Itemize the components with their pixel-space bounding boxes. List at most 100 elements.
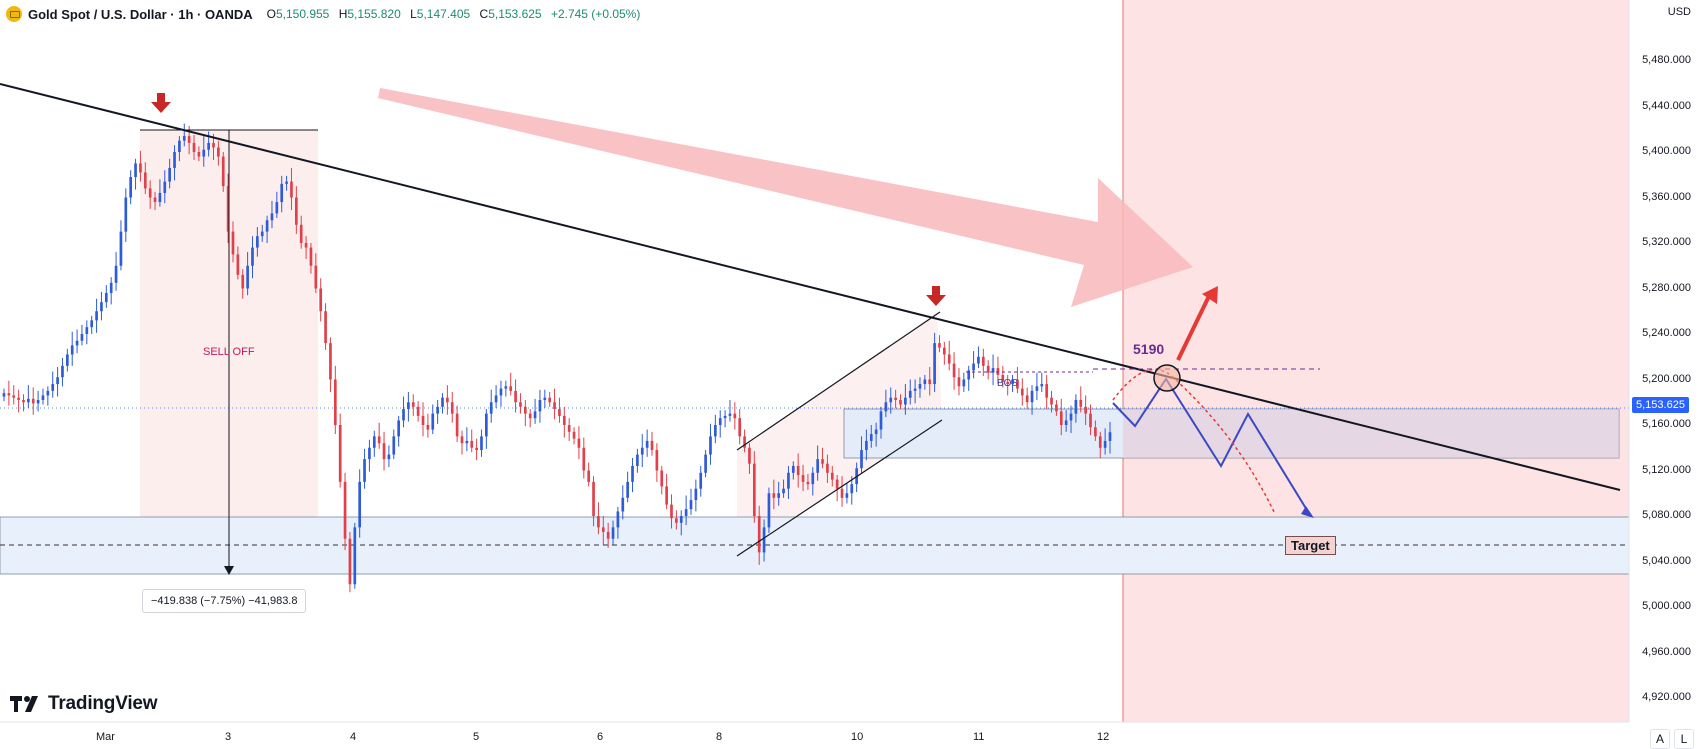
candle-body [309, 247, 313, 266]
candle-body [1016, 379, 1019, 389]
candle-body [499, 388, 503, 396]
candle-body [884, 402, 888, 412]
candle-body [475, 447, 478, 451]
price-tick: 5,280.000 [1642, 281, 1691, 294]
candle-body [36, 399, 40, 404]
candle-body [1064, 420, 1068, 425]
candle-body [446, 397, 449, 403]
target-label: Target [1285, 536, 1336, 555]
log-scale-button[interactable]: L [1674, 729, 1694, 749]
tradingview-logo[interactable]: TradingView [10, 693, 158, 715]
candle-body [231, 231, 235, 255]
candle-body [962, 379, 966, 387]
candle-body [455, 413, 459, 437]
auto-scale-button[interactable]: A [1650, 729, 1670, 749]
candle-body [626, 481, 629, 498]
close-value: 5,153.625 [488, 7, 542, 21]
candle-body [65, 354, 69, 366]
time-tick: 11 [973, 731, 985, 743]
candle-body [1045, 384, 1049, 398]
future-zone [1123, 0, 1629, 722]
high-value: 5,155.820 [347, 7, 401, 21]
candle-body [85, 327, 89, 334]
candle-body [640, 447, 644, 455]
currency-label[interactable]: USD [1667, 6, 1691, 18]
candle-body [256, 236, 259, 248]
candle-body [324, 311, 327, 344]
candle-body [265, 220, 269, 232]
candle-body [558, 409, 561, 416]
candle-body [246, 265, 249, 289]
low-label: L [410, 7, 417, 21]
price-tick: 4,960.000 [1642, 645, 1691, 658]
retest-circle [1153, 364, 1181, 392]
open-value: 5,150.955 [275, 7, 330, 21]
candle-body [1025, 395, 1029, 403]
candle-body [411, 402, 415, 407]
price-tick: 5,160.000 [1642, 418, 1691, 430]
candle-body [377, 436, 381, 444]
candle-body [650, 440, 654, 451]
candle-body [31, 398, 35, 404]
brand-name: TradingView [48, 693, 158, 714]
price-tick: 5,360.000 [1642, 190, 1691, 203]
candle-body [1001, 374, 1005, 382]
candle-body [95, 311, 98, 321]
candle-body [894, 397, 897, 400]
current-price-badge: 5,153.625 [1632, 397, 1689, 413]
candle-body [304, 243, 308, 248]
candle-body [933, 343, 936, 385]
candle-body [777, 493, 781, 498]
candle-body [494, 395, 498, 403]
candle-body [260, 231, 264, 237]
candle-body [402, 409, 405, 421]
candle-body [981, 356, 985, 366]
candle-body [178, 140, 181, 152]
candle-body [251, 247, 254, 266]
candle-body [51, 384, 55, 391]
candle-body [236, 254, 240, 275]
candle-body [163, 181, 167, 193]
candle-body [319, 288, 323, 312]
candle-body [840, 488, 844, 498]
time-tick: 12 [1097, 731, 1110, 743]
candle-body [368, 447, 371, 460]
trend-arrow-shape [378, 88, 1193, 307]
candle-body [553, 402, 556, 410]
price-tick: 5,040.000 [1642, 554, 1691, 567]
candle-body [7, 393, 11, 396]
sell-off-label: SELL OFF [203, 346, 255, 358]
candle-body [821, 459, 824, 464]
candle-body [212, 142, 215, 148]
candle-body [645, 440, 649, 448]
candle-body [957, 377, 961, 387]
price-tick: 5,440.000 [1642, 99, 1691, 112]
candle-body [421, 415, 425, 425]
candle-body [636, 454, 639, 466]
candle-body [519, 402, 522, 407]
candle-body [129, 177, 133, 198]
level-label: 5190 [1133, 341, 1165, 357]
symbol-title[interactable]: Gold Spot / U.S. Dollar · 1h · OANDA [28, 6, 253, 22]
candle-body [426, 425, 430, 430]
candle-body [572, 431, 576, 439]
candles [2, 123, 1112, 593]
change-value: +2.745 (+0.05%) [550, 7, 641, 21]
candle-body [450, 402, 454, 414]
candle-body [153, 197, 157, 203]
candle-body [660, 470, 664, 487]
candle-body [314, 265, 318, 289]
candle-body [533, 411, 537, 419]
candle-body [124, 197, 128, 232]
candle-body [670, 504, 673, 519]
candle-body [329, 343, 332, 380]
time-tick: 4 [350, 731, 357, 743]
candle-body [718, 418, 722, 425]
candle-body [904, 397, 907, 405]
candle-body [606, 531, 610, 539]
candle-body [728, 413, 732, 416]
price-tick: 5,480.000 [1642, 54, 1691, 66]
candle-body [22, 399, 25, 403]
candle-body [470, 440, 474, 448]
